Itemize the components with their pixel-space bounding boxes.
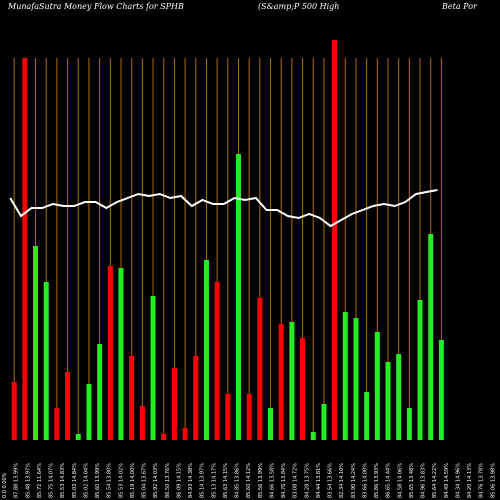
x-tick-label: 84.96 13.83%: [421, 463, 427, 498]
x-tick-label: 85.86 13.93%: [374, 463, 380, 498]
flow-bar: [193, 356, 199, 440]
x-tick-label: 86.09 14.15%: [176, 463, 182, 498]
flow-bar: [75, 434, 81, 440]
x-tick-label: 84.20 14.13%: [467, 463, 473, 498]
x-tick-label: 83.08 14.72%: [293, 463, 299, 498]
flow-bar: [332, 40, 338, 440]
x-tick-label: 85.54 13.80%: [107, 463, 113, 498]
x-tick-label: 84.66 13.58%: [269, 463, 275, 498]
chart-title: MunafaSutra Money Flow Charts for SPHB (…: [0, 0, 500, 16]
x-tick-label: 85.92 14.03%: [153, 463, 159, 498]
flow-bar: [300, 338, 306, 440]
flow-bar: [257, 298, 263, 440]
x-tick-label: 83.90 14.24%: [351, 463, 357, 498]
x-tick-label: 84.28 13.75%: [304, 463, 310, 498]
x-tick-label: 84.49 14.59%: [444, 463, 450, 498]
flow-bar: [310, 432, 316, 440]
x-tick-label: 83.54 13.66%: [328, 463, 334, 498]
x-tick-label: 85.13 14.17%: [211, 463, 217, 498]
flow-bar: [43, 282, 49, 440]
flow-bar: [54, 408, 60, 440]
x-tick-label: 84.58 14.06%: [397, 463, 403, 498]
flow-bar: [289, 322, 295, 440]
flow-bar: [107, 266, 113, 440]
x-tick-label: 85.06 13.98%: [490, 463, 496, 498]
flow-bar: [406, 408, 412, 440]
x-tick-label: 85.56 13.99%: [258, 463, 264, 498]
flow-bar: [374, 332, 380, 440]
x-tick-label: 84.44 13.81%: [316, 463, 322, 498]
flow-bar: [129, 356, 135, 440]
flow-bar: [33, 246, 39, 440]
flow-bar: [438, 340, 444, 440]
x-tick-label: 87.88 13.99%: [14, 463, 20, 498]
title-description-continued: Beta Por: [442, 2, 477, 11]
x-tick-label: 85.60 13.99%: [95, 463, 101, 498]
flow-bar: [235, 154, 241, 440]
price-line: [9, 189, 438, 228]
x-tick-label: 86.50 13.76%: [165, 463, 171, 498]
x-tick-label: 85.72 11.64%: [37, 463, 43, 498]
flow-bar: [417, 300, 423, 440]
flow-bar: [268, 408, 274, 440]
flow-bar: [161, 434, 167, 440]
x-tick-label: 85.48 13.97%: [25, 463, 31, 498]
site-title: MunafaSutra Money Flow Charts for SPHB: [8, 2, 184, 11]
flow-bar: [342, 312, 348, 440]
flow-bar: [182, 428, 188, 440]
flow-bar: [86, 384, 92, 440]
flow-bar: [11, 382, 17, 440]
flow-bar: [353, 318, 359, 440]
x-tick-label: 82.34 14.10%: [339, 463, 345, 498]
flow-bar: [150, 296, 156, 440]
x-tick-label: 84.76 13.78%: [479, 463, 485, 498]
x-tick-label: 84.93 14.38%: [188, 463, 194, 498]
x-tick-label: 85.04 13.67%: [142, 463, 148, 498]
x-tick-label: 85.19 14.00%: [130, 463, 136, 498]
flow-bar: [321, 404, 327, 440]
x-tick-label: 85.14 13.97%: [200, 463, 206, 498]
x-tick-label: 85.75 14.07%: [49, 463, 55, 498]
x-tick-label: 84.85 13.86%: [235, 463, 241, 498]
x-tick-label: 85.03 14.84%: [72, 463, 78, 498]
x-tick-label: 84.34 14.96%: [455, 463, 461, 498]
flow-bar: [22, 58, 28, 440]
flow-bar: [118, 268, 124, 440]
x-tick-label: 85.53 14.83%: [60, 463, 66, 498]
x-tick-label: 86.65 14.44%: [386, 463, 392, 498]
x-tick-label: 84.76 13.84%: [281, 463, 287, 498]
flow-bar: [278, 324, 284, 440]
x-tick-label: 85.65 13.48%: [409, 463, 415, 498]
x-tick-label: 85.02 14.04%: [83, 463, 89, 498]
flow-bar: [203, 260, 209, 440]
x-tick-label: 83.66 14.00%: [362, 463, 368, 498]
flow-bar: [385, 362, 391, 440]
x-tick-label: 85.64 14.22%: [432, 463, 438, 498]
flow-bar: [225, 394, 231, 440]
flow-bar: [396, 354, 402, 440]
flow-bar: [139, 406, 145, 440]
x-tick-label: 85.60 14.12%: [246, 463, 252, 498]
flow-bar: [428, 234, 434, 440]
flow-bar: [171, 368, 177, 440]
flow-bar: [214, 282, 220, 440]
flow-bar: [246, 394, 252, 440]
title-description: (S&amp;P 500 High: [258, 2, 340, 11]
x-tick-label: 0.0 0.00%: [2, 472, 8, 498]
x-tick-label: 85.53 14.02%: [118, 463, 124, 498]
flow-bar: [65, 372, 71, 440]
flow-bar: [97, 344, 103, 440]
x-tick-label: 85.63 14.15%: [223, 463, 229, 498]
flow-bar: [364, 392, 370, 440]
